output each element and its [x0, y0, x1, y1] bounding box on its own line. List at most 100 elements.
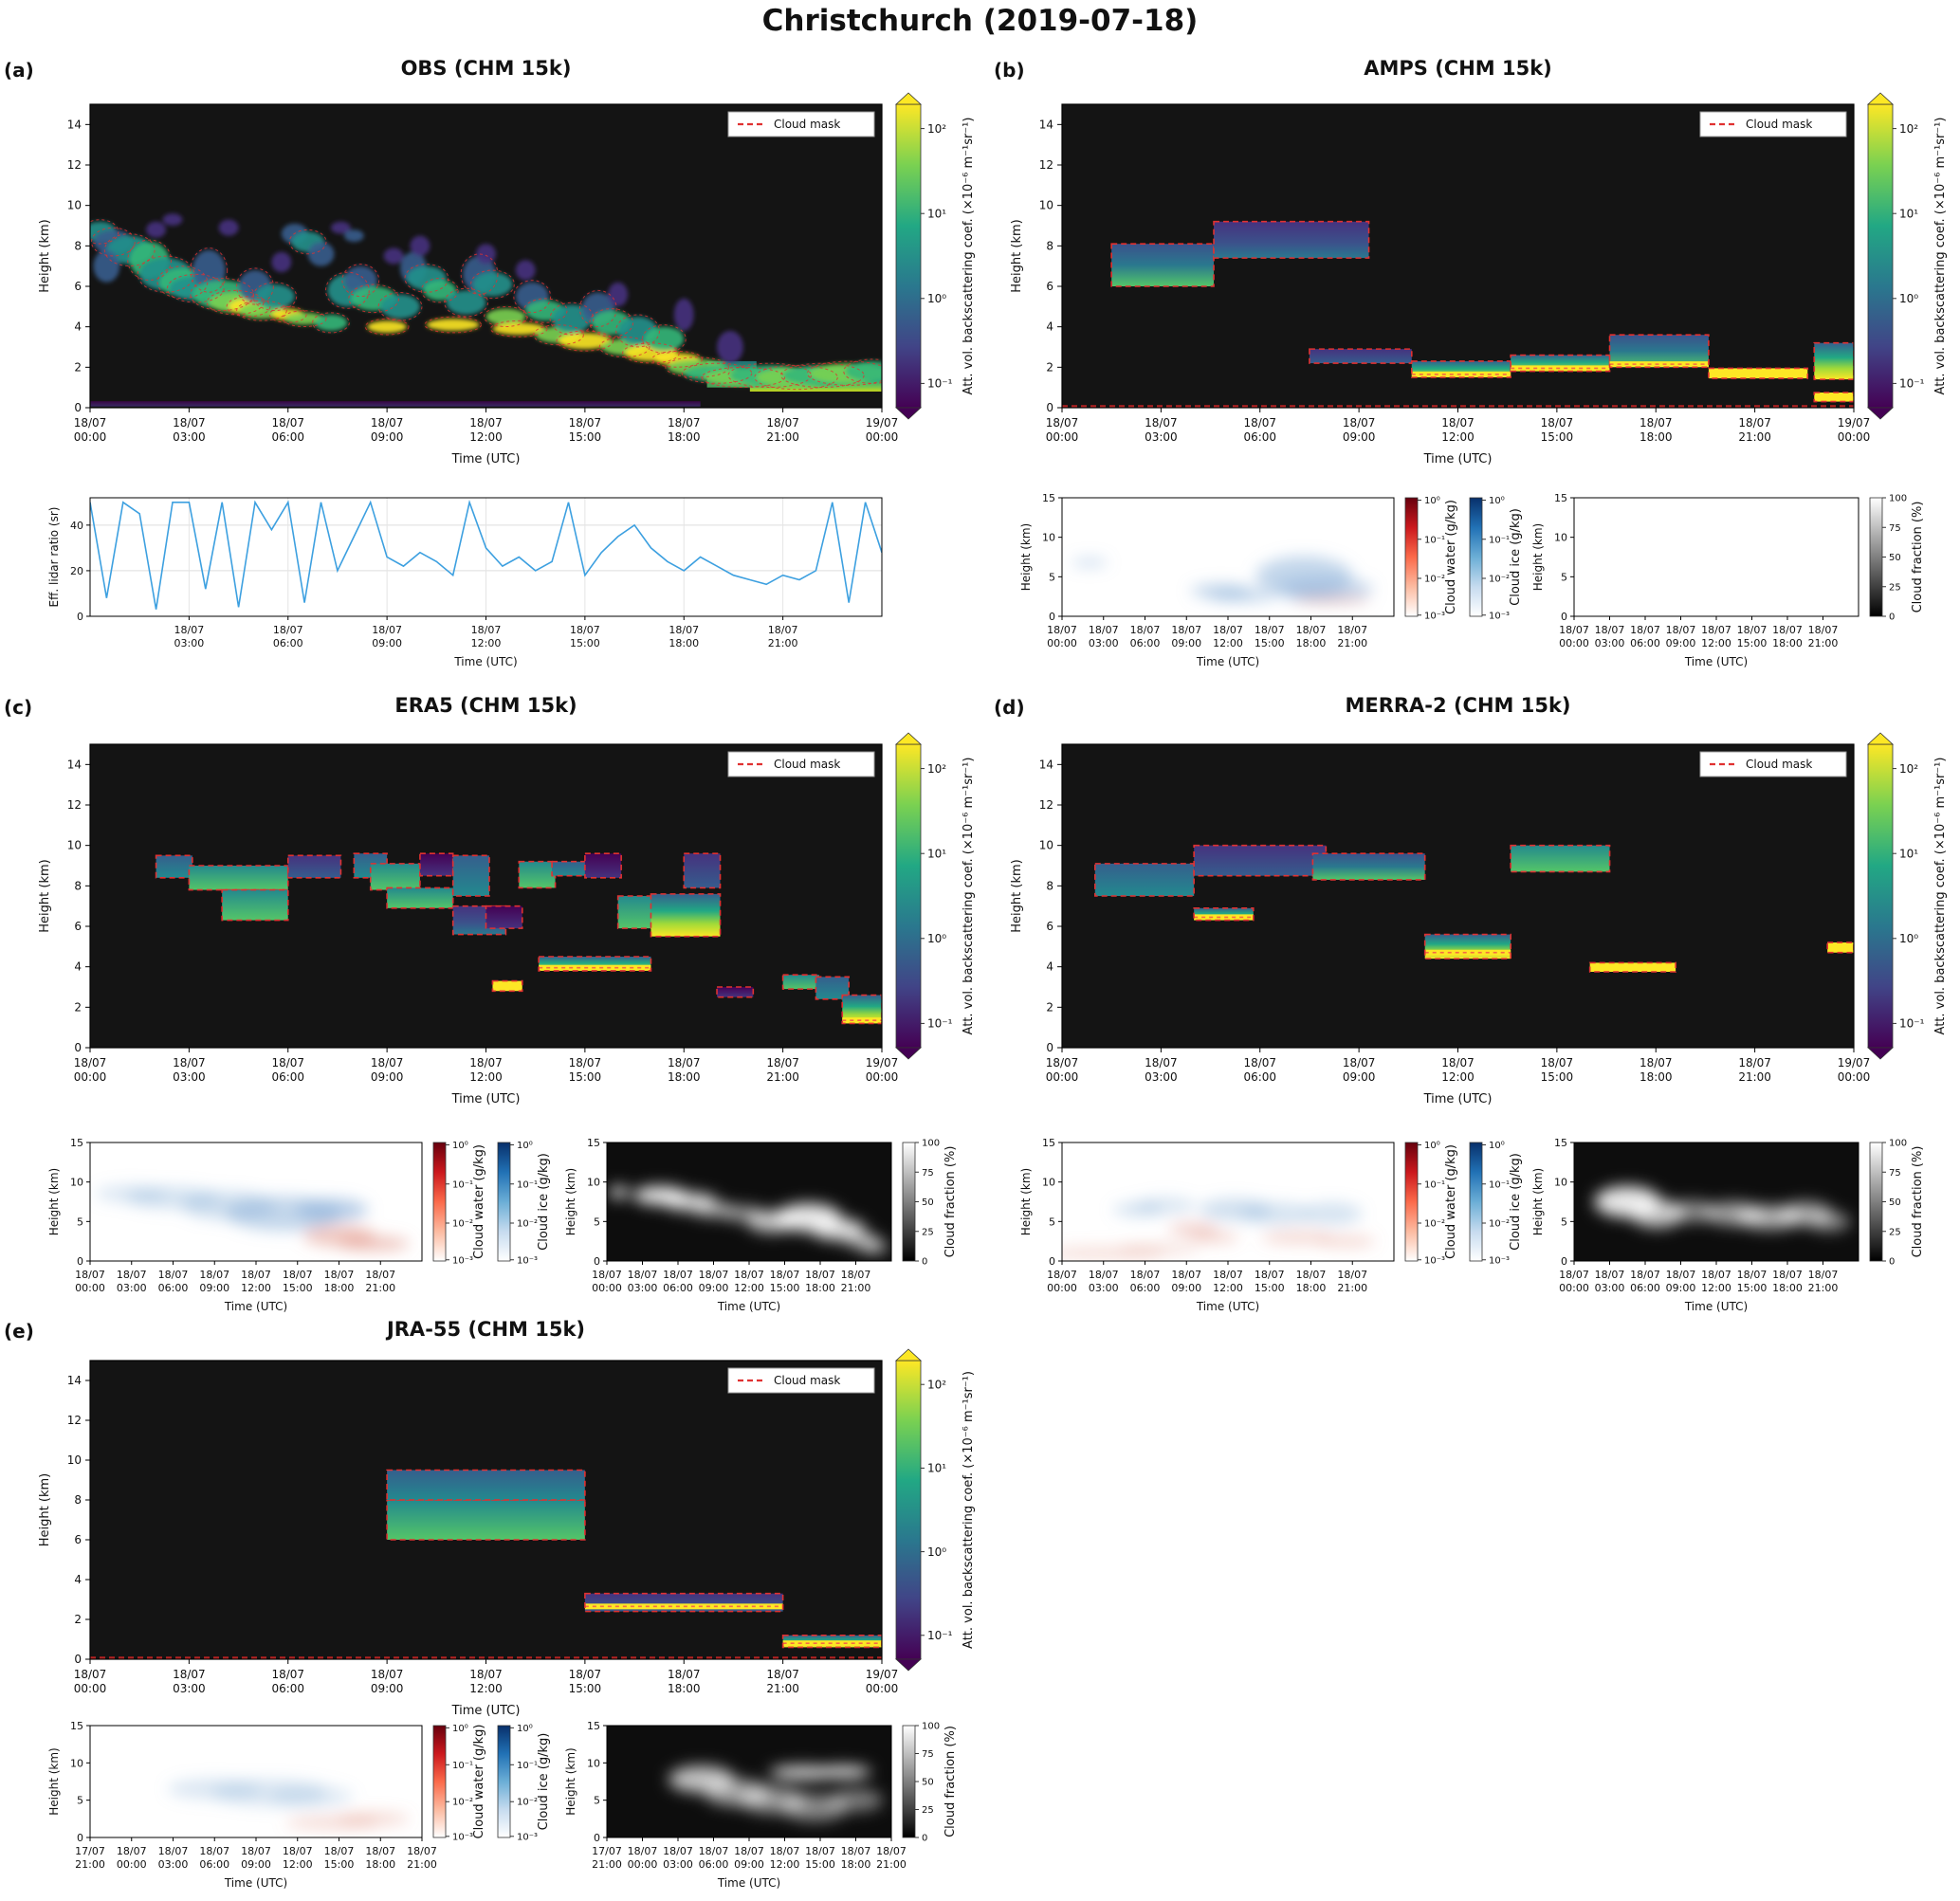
svg-text:Cloud fraction (%): Cloud fraction (%): [943, 1146, 958, 1258]
svg-text:10⁻¹: 10⁻¹: [927, 1017, 953, 1031]
svg-text:10: 10: [1042, 1177, 1055, 1189]
panel-d-backscatter-heatmap: 0 2 4 6 8 10 12 14 Height (km) 18/07 00:00 18/07 03:…: [1010, 732, 1948, 1106]
svg-text:0: 0: [77, 611, 83, 623]
svg-text:Height (km): Height (km): [38, 1473, 52, 1546]
svg-text:Time (UTC): Time (UTC): [224, 1300, 287, 1313]
svg-text:10: 10: [67, 199, 82, 212]
panel-e-backscatter-heatmap: 0 2 4 6 8 10 12 14 Height (km) 18/07 00:00 18/07 03:…: [38, 1348, 976, 1718]
svg-text:10⁻²: 10⁻²: [452, 1798, 473, 1808]
svg-text:Height (km): Height (km): [47, 1168, 61, 1235]
colorbar: 100 75 50 25 0 Cloud fraction (%): [902, 1139, 958, 1268]
svg-text:0: 0: [922, 1257, 927, 1268]
svg-text:Height (km): Height (km): [1010, 219, 1024, 292]
colorbar: 100 75 50 25 0 Cloud fraction (%): [902, 1722, 958, 1844]
svg-text:8: 8: [1046, 879, 1053, 892]
panel-a-title: OBS (CHM 15k): [400, 57, 572, 80]
svg-text:14: 14: [1039, 758, 1053, 771]
svg-text:25: 25: [1889, 582, 1901, 593]
svg-text:12: 12: [1039, 798, 1053, 812]
svg-text:4: 4: [1046, 320, 1053, 334]
svg-text:Att. vol. backscattering coef.: Att. vol. backscattering coef. (×10⁻⁶ m⁻…: [962, 118, 976, 395]
svg-text:50: 50: [922, 1197, 934, 1208]
svg-text:0: 0: [594, 1255, 600, 1268]
svg-text:14: 14: [67, 758, 82, 771]
svg-text:10⁰: 10⁰: [452, 1141, 468, 1151]
cloud-water-ice-panel: 0 5 10 15 Height (km) 18/07 00:00 18/07 03:00 18/…: [47, 1137, 551, 1313]
cloud-water-ice-panel: 0 5 10 15 Height (km) 18/07 00:00 18/07 03:00 18/…: [1019, 492, 1523, 668]
svg-text:0: 0: [1561, 611, 1567, 623]
svg-text:14: 14: [67, 1374, 82, 1387]
svg-text:5: 5: [594, 1216, 600, 1228]
svg-text:0: 0: [1889, 1257, 1895, 1268]
svg-text:Cloud mask: Cloud mask: [774, 118, 840, 131]
svg-text:0: 0: [594, 1832, 600, 1844]
svg-text:4: 4: [74, 960, 82, 974]
svg-text:Height (km): Height (km): [1010, 859, 1024, 932]
svg-text:10⁻³: 10⁻³: [1424, 1255, 1445, 1266]
svg-text:15: 15: [587, 1720, 600, 1732]
svg-text:Cloud ice (g/kg): Cloud ice (g/kg): [1509, 508, 1523, 606]
svg-text:Height (km): Height (km): [1019, 1168, 1033, 1235]
svg-text:10⁻¹: 10⁻¹: [1424, 1179, 1445, 1190]
colorbar: 10² 10¹ 10⁰ 10⁻¹ Att. vol. backscattering co…: [894, 1348, 976, 1672]
svg-text:Time (UTC): Time (UTC): [453, 655, 517, 668]
svg-text:Cloud water (g/kg): Cloud water (g/kg): [472, 1725, 486, 1839]
svg-text:10: 10: [67, 839, 82, 852]
cloud-mask-legend: Cloud mask: [727, 111, 875, 137]
svg-text:10⁰: 10⁰: [927, 292, 946, 305]
panel-c-title: ERA5 (CHM 15k): [394, 694, 577, 717]
svg-text:Time (UTC): Time (UTC): [717, 1876, 780, 1890]
svg-text:10⁰: 10⁰: [1489, 496, 1505, 506]
panel-b-title: AMPS (CHM 15k): [1364, 57, 1552, 80]
svg-text:5: 5: [1561, 571, 1567, 583]
svg-text:Cloud mask: Cloud mask: [774, 1374, 840, 1387]
svg-text:10⁰: 10⁰: [1489, 1141, 1505, 1151]
svg-text:10⁻¹: 10⁻¹: [1489, 535, 1510, 545]
svg-text:0: 0: [922, 1834, 927, 1844]
svg-text:10⁻¹: 10⁻¹: [452, 1179, 473, 1190]
svg-text:12: 12: [67, 798, 82, 812]
svg-text:Cloud mask: Cloud mask: [1746, 758, 1812, 771]
